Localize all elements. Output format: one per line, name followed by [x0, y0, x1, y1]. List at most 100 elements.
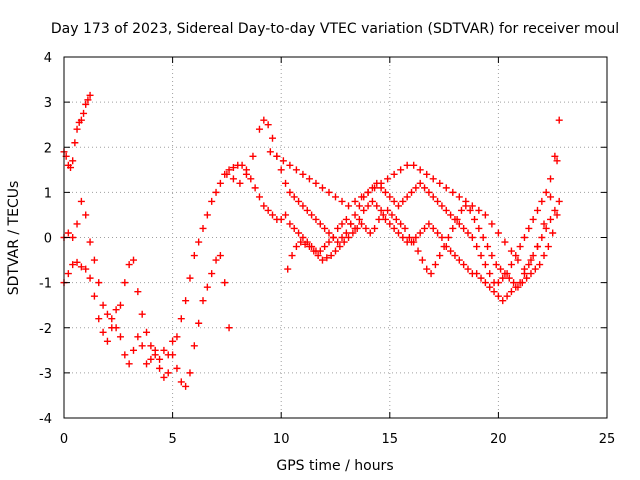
data-point — [310, 247, 318, 255]
data-point — [353, 224, 361, 232]
data-point — [190, 252, 198, 260]
data-point — [82, 211, 90, 219]
data-point — [297, 238, 305, 246]
data-point — [525, 224, 533, 232]
data-point — [520, 234, 528, 241]
data-point — [421, 224, 429, 232]
data-point — [95, 315, 103, 323]
data-point — [229, 175, 237, 183]
data-point — [429, 224, 437, 232]
data-point — [316, 247, 324, 255]
data-point — [505, 274, 513, 282]
data-point — [325, 238, 333, 246]
data-point — [553, 211, 561, 219]
data-point — [518, 279, 526, 287]
data-point — [125, 261, 133, 269]
x-tick-label: 5 — [168, 432, 176, 447]
data-point — [173, 333, 181, 341]
data-point — [64, 229, 72, 237]
data-point — [327, 252, 335, 260]
data-point — [507, 247, 515, 255]
data-point — [468, 234, 476, 241]
data-point — [481, 211, 489, 219]
data-point — [67, 164, 75, 172]
data-point — [312, 179, 320, 187]
data-point — [466, 206, 474, 214]
data-point — [73, 258, 81, 266]
data-point — [397, 166, 405, 174]
data-point — [358, 220, 366, 228]
data-point — [86, 91, 94, 99]
data-point — [379, 211, 387, 219]
data-point — [147, 342, 155, 350]
data-point — [299, 202, 307, 210]
data-point — [199, 224, 207, 232]
data-point — [477, 252, 485, 260]
x-tick-label: 20 — [490, 432, 507, 447]
data-point — [329, 234, 337, 241]
data-point — [429, 193, 437, 201]
data-point — [229, 164, 237, 172]
data-point — [540, 252, 548, 260]
data-point — [455, 220, 463, 228]
data-point — [388, 211, 396, 219]
data-point — [373, 202, 381, 210]
data-point — [381, 188, 389, 196]
data-point — [299, 234, 307, 241]
data-point — [99, 328, 107, 336]
data-point — [86, 238, 94, 246]
data-point — [460, 261, 468, 269]
data-point — [455, 256, 463, 264]
data-point — [151, 346, 159, 354]
data-point — [355, 202, 363, 210]
data-point — [440, 243, 448, 251]
data-point — [355, 215, 363, 223]
data-point — [73, 220, 81, 228]
data-point — [464, 229, 472, 237]
data-point — [447, 211, 455, 219]
data-point — [529, 252, 537, 260]
data-point — [216, 252, 224, 260]
data-point — [525, 261, 533, 269]
data-point — [273, 152, 281, 160]
data-point — [410, 161, 418, 169]
data-point — [523, 274, 531, 282]
data-point — [540, 220, 548, 228]
data-point — [143, 360, 151, 368]
data-point — [147, 355, 155, 363]
data-point — [451, 252, 459, 260]
data-point — [457, 206, 465, 214]
data-point — [199, 297, 207, 305]
data-point — [116, 301, 124, 309]
data-point — [345, 234, 353, 241]
data-point — [203, 211, 211, 219]
chart-title: Day 173 of 2023, Sidereal Day-to-day VTE… — [51, 21, 619, 37]
data-point — [212, 256, 220, 264]
data-point — [255, 193, 263, 201]
data-point — [314, 252, 322, 260]
y-tick-label: 4 — [44, 51, 52, 66]
data-point — [95, 279, 103, 287]
data-point — [436, 179, 444, 187]
data-point — [351, 211, 359, 219]
data-point — [130, 346, 138, 354]
data-point — [386, 220, 394, 228]
data-point — [264, 121, 272, 129]
data-point — [195, 319, 203, 327]
data-point — [351, 197, 359, 205]
series-s3 — [60, 161, 563, 381]
data-point — [342, 229, 350, 237]
data-point — [286, 161, 294, 169]
data-point — [321, 243, 329, 251]
data-point — [345, 202, 353, 210]
y-tick-label: 2 — [44, 141, 52, 156]
x-tick-label: 0 — [60, 432, 68, 447]
data-point — [418, 256, 426, 264]
data-point — [429, 175, 437, 183]
data-point — [186, 274, 194, 282]
data-point — [108, 324, 116, 332]
data-point — [362, 224, 370, 232]
data-point — [390, 197, 398, 205]
data-point — [442, 206, 450, 214]
data-point — [481, 261, 489, 269]
